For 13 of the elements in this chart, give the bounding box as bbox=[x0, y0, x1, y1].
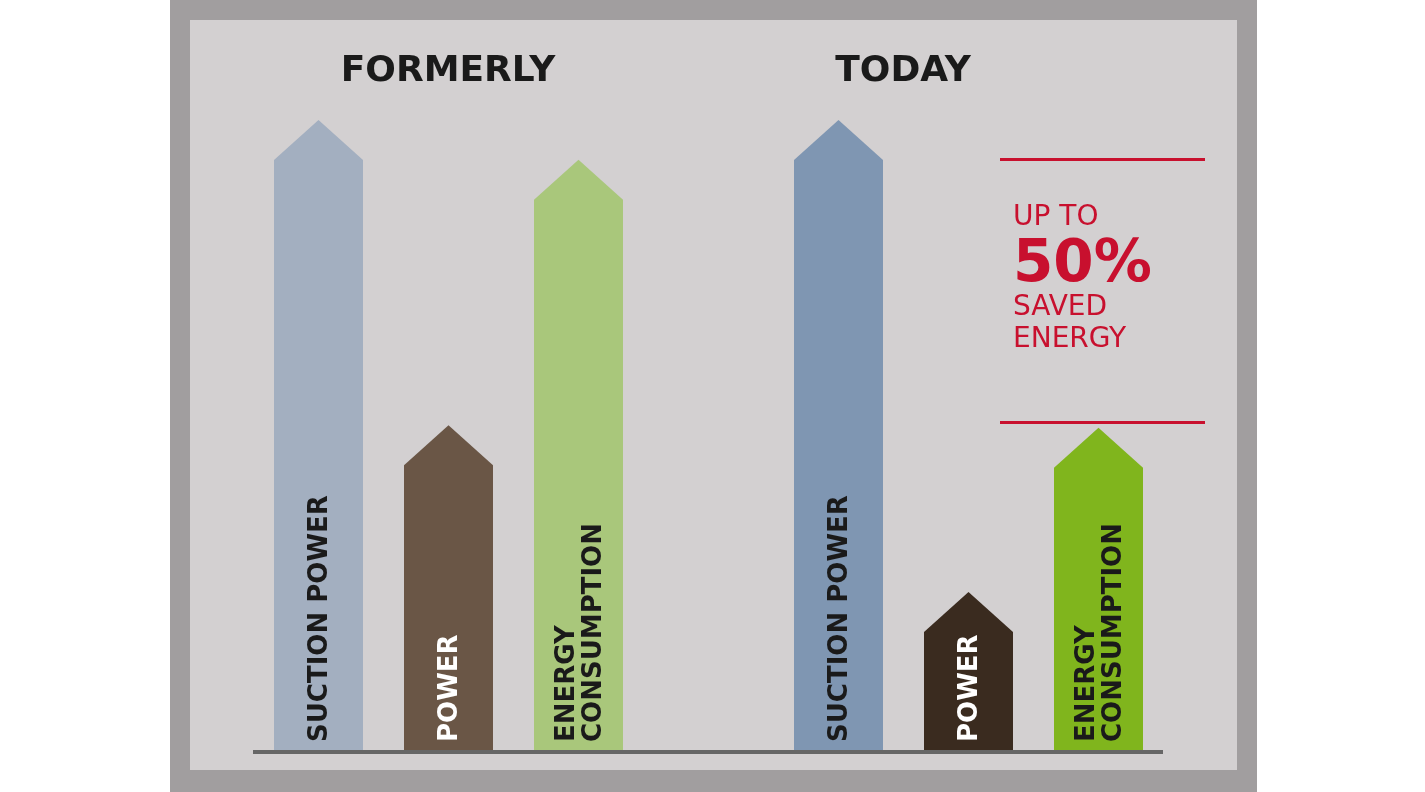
bar bbox=[794, 120, 883, 752]
annotation: UP TO 50% SAVED ENERGY bbox=[1013, 199, 1153, 355]
x-tick-label: ENERGY CONSUMPTION bbox=[549, 523, 608, 742]
bar bbox=[274, 120, 363, 752]
text: TODAY bbox=[834, 48, 972, 89]
x-tick-label: SUCTION POWER bbox=[303, 495, 334, 742]
x-tick-label: ENERGY CONSUMPTION bbox=[1069, 523, 1128, 742]
x-tick-label: POWER bbox=[953, 634, 984, 742]
x-tick-label: POWER bbox=[433, 634, 464, 742]
x-tick-label: SUCTION POWER bbox=[823, 495, 854, 742]
text: FORMERLY bbox=[339, 48, 557, 89]
bar bbox=[534, 159, 623, 752]
bar bbox=[404, 425, 493, 752]
